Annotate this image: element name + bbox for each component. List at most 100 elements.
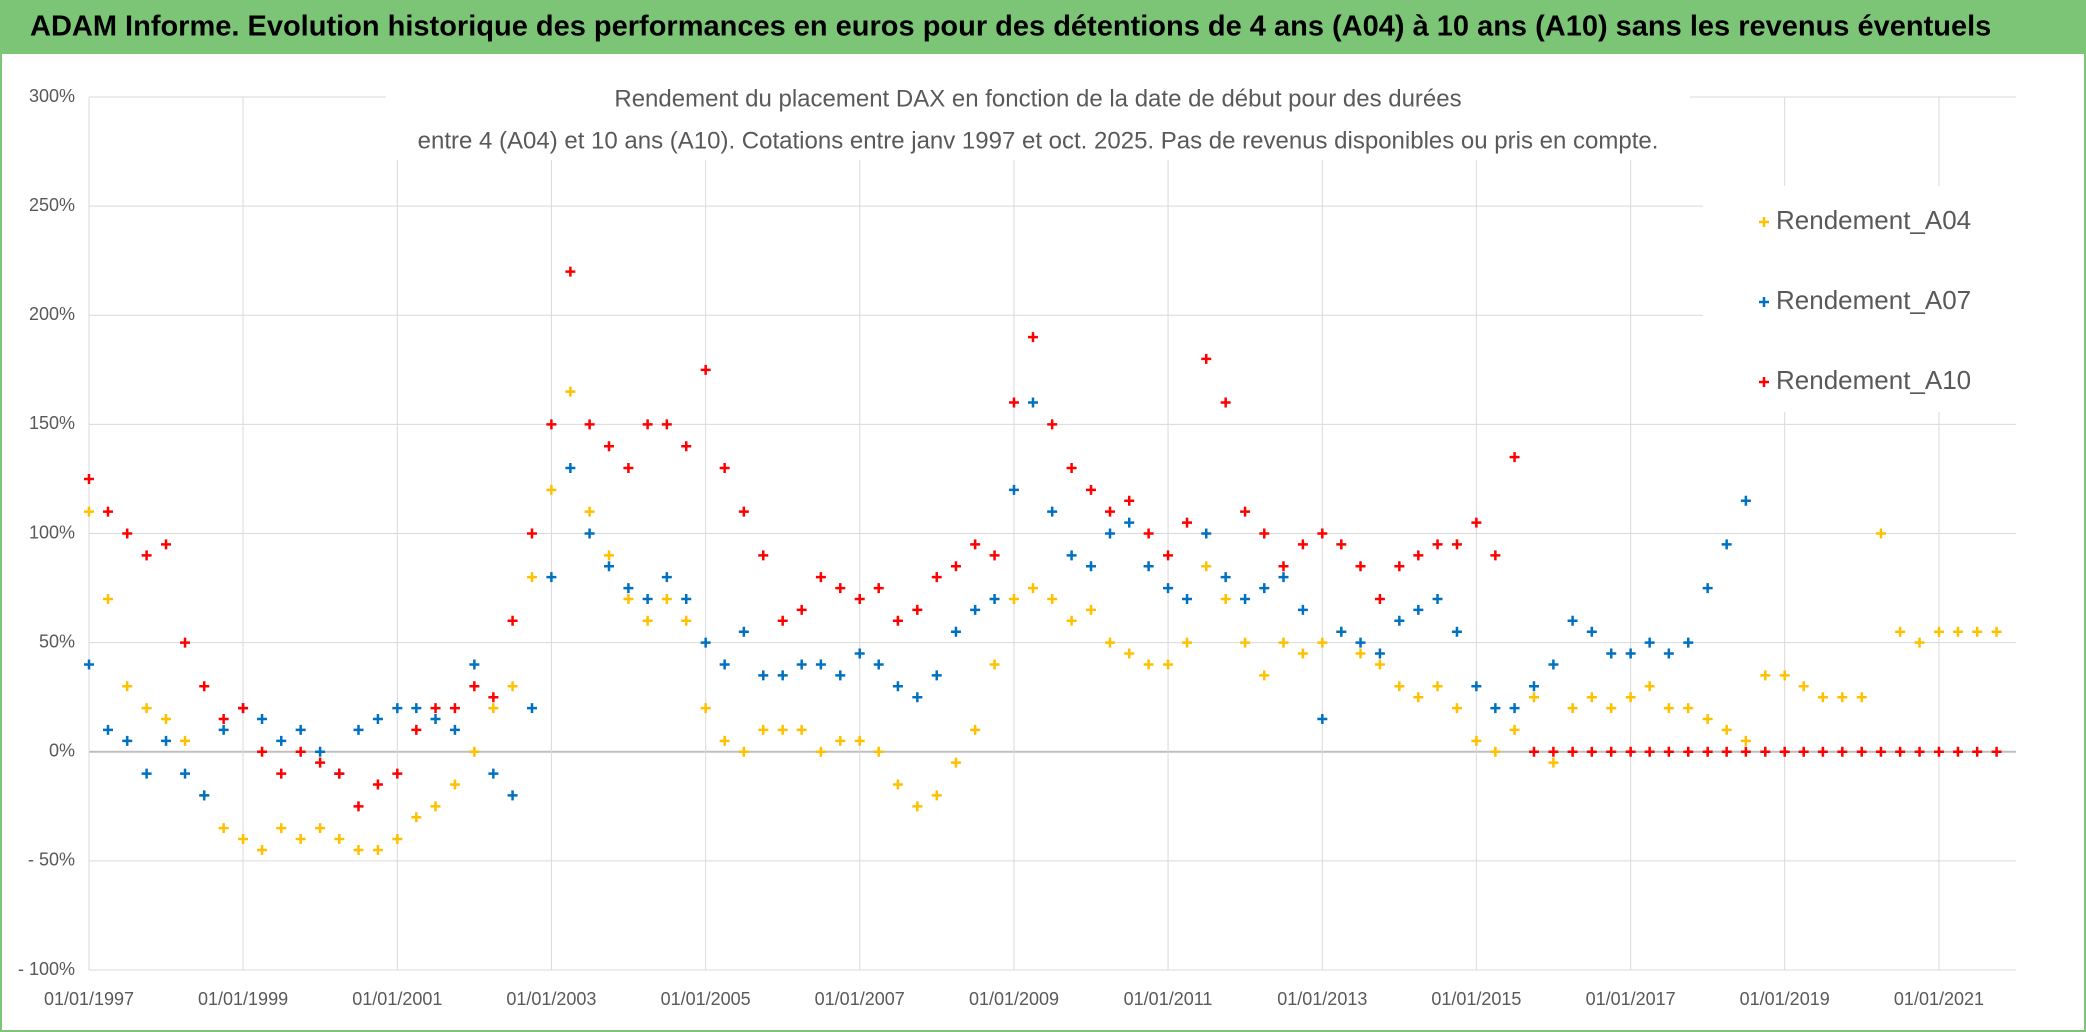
point xyxy=(449,779,460,790)
point xyxy=(1413,692,1424,703)
header-bar xyxy=(0,0,2086,53)
point xyxy=(1182,637,1193,648)
point xyxy=(892,615,903,626)
y-tick-label: 100% xyxy=(29,522,75,542)
point xyxy=(796,659,807,670)
point xyxy=(1721,539,1732,550)
point xyxy=(777,615,788,626)
point xyxy=(102,506,113,517)
point xyxy=(1182,517,1193,528)
point xyxy=(1586,746,1597,757)
x-tick-label: 01/01/1999 xyxy=(198,989,288,1009)
point xyxy=(161,714,172,725)
point xyxy=(1105,528,1116,539)
point xyxy=(1163,583,1174,594)
point xyxy=(353,801,364,812)
point xyxy=(1952,626,1963,637)
point xyxy=(141,703,152,714)
point xyxy=(1548,659,1559,670)
point xyxy=(1702,714,1713,725)
point xyxy=(642,615,653,626)
point xyxy=(218,714,229,725)
point xyxy=(1297,648,1308,659)
point xyxy=(1047,506,1058,517)
point xyxy=(970,539,981,550)
point xyxy=(873,746,884,757)
chart-title: entre 4 (A04) et 10 ans (A10). Cotations… xyxy=(418,127,1659,154)
point xyxy=(950,626,961,637)
point xyxy=(353,844,364,855)
point xyxy=(892,681,903,692)
point xyxy=(1143,561,1154,572)
point xyxy=(526,703,537,714)
y-tick-label: - 50% xyxy=(28,850,75,870)
point xyxy=(411,812,422,823)
point xyxy=(1143,528,1154,539)
point xyxy=(1355,561,1366,572)
point xyxy=(1933,626,1944,637)
point xyxy=(777,724,788,735)
legend-label: Rendement_A04 xyxy=(1776,205,1971,235)
point xyxy=(1548,746,1559,757)
point xyxy=(315,746,326,757)
point xyxy=(854,735,865,746)
point xyxy=(488,768,499,779)
point xyxy=(1663,648,1674,659)
point xyxy=(1760,670,1771,681)
point xyxy=(161,539,172,550)
point xyxy=(1201,528,1212,539)
point xyxy=(931,790,942,801)
point xyxy=(1528,746,1539,757)
point xyxy=(873,583,884,594)
point xyxy=(623,593,634,604)
point xyxy=(546,419,557,430)
legend-marker xyxy=(1759,377,1769,387)
point xyxy=(238,703,249,714)
point xyxy=(950,757,961,768)
point xyxy=(488,703,499,714)
point xyxy=(1471,681,1482,692)
point xyxy=(372,714,383,725)
y-tick-label: - 100% xyxy=(18,959,75,979)
x-tick-label: 01/01/2009 xyxy=(969,989,1059,1009)
point xyxy=(1875,746,1886,757)
point xyxy=(526,528,537,539)
point xyxy=(1278,572,1289,583)
point xyxy=(1336,626,1347,637)
point xyxy=(1895,746,1906,757)
point xyxy=(1240,506,1251,517)
point xyxy=(565,386,576,397)
point xyxy=(411,703,422,714)
point xyxy=(604,441,615,452)
y-tick-label: 150% xyxy=(29,413,75,433)
point xyxy=(1528,692,1539,703)
point xyxy=(392,768,403,779)
point xyxy=(1047,419,1058,430)
point xyxy=(1779,670,1790,681)
point xyxy=(1259,528,1270,539)
point xyxy=(1413,604,1424,615)
point xyxy=(1991,626,2002,637)
point xyxy=(1490,746,1501,757)
point xyxy=(218,823,229,834)
point xyxy=(1008,397,1019,408)
point xyxy=(122,735,133,746)
point xyxy=(700,703,711,714)
point xyxy=(218,724,229,735)
point xyxy=(199,790,210,801)
point xyxy=(1240,593,1251,604)
point xyxy=(430,801,441,812)
point xyxy=(1124,517,1135,528)
point xyxy=(565,266,576,277)
y-tick-label: 0% xyxy=(49,741,75,761)
point xyxy=(1952,746,1963,757)
point xyxy=(546,572,557,583)
point xyxy=(257,844,268,855)
point xyxy=(758,550,769,561)
point xyxy=(1490,703,1501,714)
point xyxy=(777,670,788,681)
point xyxy=(1817,692,1828,703)
point xyxy=(546,484,557,495)
